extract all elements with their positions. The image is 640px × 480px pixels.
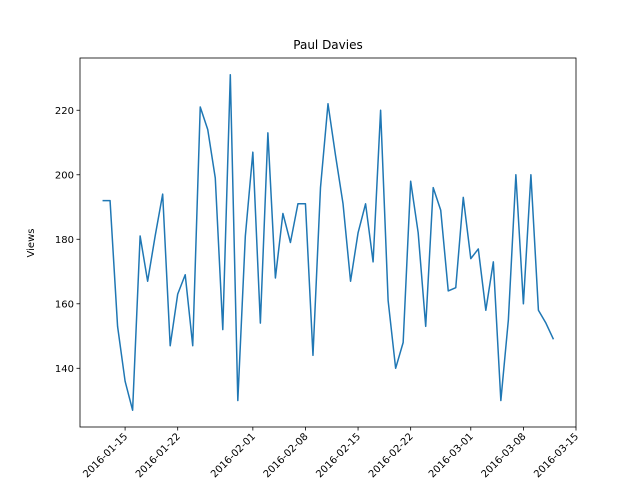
y-tick-label: 160	[55, 299, 74, 310]
chart-title: Paul Davies	[293, 38, 362, 52]
y-tick-label: 180	[55, 235, 74, 246]
y-tick-label: 140	[55, 364, 74, 375]
y-tick-label: 200	[55, 170, 74, 181]
y-tick-label: 220	[55, 106, 74, 117]
y-axis-label: Views	[26, 229, 37, 258]
plot-frame	[79, 57, 577, 428]
line-series	[102, 74, 555, 411]
